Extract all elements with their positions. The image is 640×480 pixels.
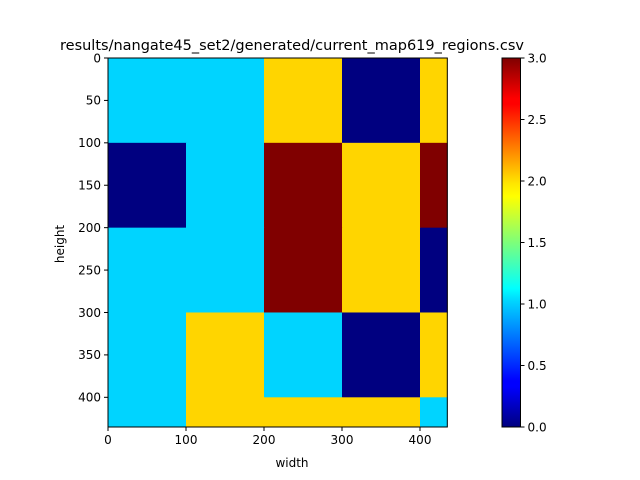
colorbar-tick-label: 0.5 bbox=[528, 359, 547, 373]
plot-frame bbox=[107, 57, 448, 428]
heatmap-cell bbox=[264, 142, 343, 229]
colorbar bbox=[501, 57, 521, 428]
y-tick-label: 150 bbox=[78, 179, 101, 193]
heatmap-cell bbox=[264, 227, 343, 313]
colorbar-tick-label: 0.0 bbox=[528, 420, 547, 434]
x-tick-label: 300 bbox=[331, 433, 354, 447]
heatmap-cell bbox=[342, 312, 421, 398]
heatmap-cell bbox=[420, 397, 448, 428]
y-tick-label: 250 bbox=[78, 263, 101, 277]
heatmap-cell bbox=[264, 58, 343, 144]
x-tick-label: 0 bbox=[104, 433, 112, 447]
heatmap-cell bbox=[342, 58, 421, 144]
x-tick-label: 200 bbox=[253, 433, 276, 447]
heatmap-cell bbox=[186, 397, 265, 428]
heatmap-cell bbox=[342, 142, 421, 229]
y-tick-label: 100 bbox=[78, 136, 101, 150]
y-tick-label: 300 bbox=[78, 306, 101, 320]
y-tick-label: 400 bbox=[78, 391, 101, 405]
heatmap-cell bbox=[186, 58, 265, 144]
x-axis-label: width bbox=[275, 456, 308, 470]
colorbar-tick-label: 2.5 bbox=[528, 113, 547, 127]
colorbar-tick-label: 1.0 bbox=[528, 297, 547, 311]
y-tick-label: 0 bbox=[93, 51, 101, 65]
x-tick-label: 400 bbox=[409, 433, 432, 447]
x-axis: 0 100 200 300 400 bbox=[104, 427, 431, 447]
heatmap-cell bbox=[420, 58, 448, 144]
heatmap-cell bbox=[186, 142, 265, 229]
heatmap-cell bbox=[108, 58, 187, 144]
heatmap-cell bbox=[108, 312, 187, 398]
y-tick-label: 50 bbox=[86, 94, 101, 108]
colorbar-tick-label: 1.5 bbox=[528, 236, 547, 250]
heatmap-cell bbox=[420, 227, 448, 313]
y-tick-label: 350 bbox=[78, 348, 101, 362]
y-axis-label: height bbox=[53, 225, 67, 264]
heatmap-cell bbox=[108, 397, 187, 428]
chart-title: results/nangate45_set2/generated/current… bbox=[60, 38, 524, 54]
heatmap-cell bbox=[264, 312, 343, 398]
colorbar-tick-label: 2.0 bbox=[528, 174, 547, 188]
heatmap-cell bbox=[342, 227, 421, 313]
heatmap-cell bbox=[186, 312, 265, 398]
y-tick-label: 200 bbox=[78, 221, 101, 235]
heatmap-cell bbox=[420, 312, 448, 398]
x-tick-label: 100 bbox=[175, 433, 198, 447]
y-axis: 0 50 100 150 200 250 300 350 400 bbox=[78, 51, 108, 405]
heatmap-cell bbox=[186, 227, 265, 313]
heatmap-cell bbox=[420, 142, 448, 229]
heatmap-cell bbox=[108, 227, 187, 313]
heatmap-cell bbox=[108, 142, 187, 229]
colorbar-tick-label: 3.0 bbox=[528, 51, 547, 65]
heatmap-cells bbox=[108, 58, 448, 428]
heatmap-cell bbox=[342, 397, 421, 428]
colorbar-axis: 0.0 0.5 1.0 1.5 2.0 2.5 3.0 bbox=[520, 51, 547, 434]
heatmap-cell bbox=[264, 397, 343, 428]
